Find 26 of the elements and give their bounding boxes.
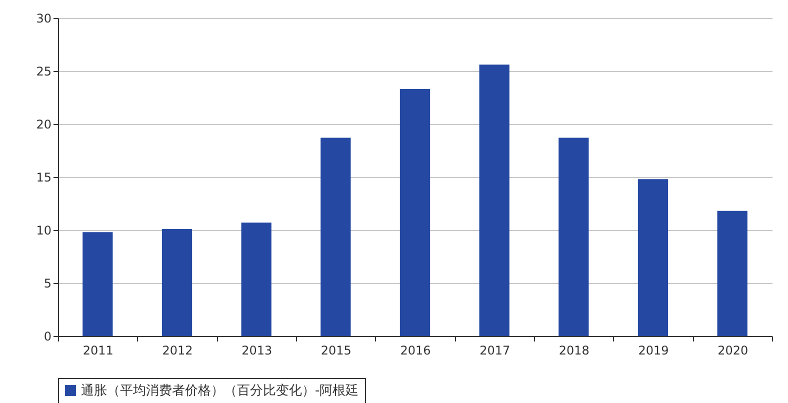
bar <box>400 89 430 336</box>
bar <box>717 210 748 336</box>
y-tick-label: 20 <box>36 118 52 132</box>
y-tick-label: 25 <box>36 64 52 78</box>
x-tick-label: 2019 <box>638 344 669 358</box>
x-tick-label: 2017 <box>480 344 510 358</box>
x-tick-label: 2012 <box>162 344 193 358</box>
bar <box>479 64 510 336</box>
x-tick-label: 2016 <box>400 344 431 358</box>
x-tick-label: 2020 <box>718 344 748 358</box>
bar <box>558 138 589 336</box>
y-tick-label: 30 <box>36 12 52 26</box>
bar <box>82 232 113 336</box>
y-tick-label: 0 <box>44 330 52 344</box>
x-tick-label: 2018 <box>558 344 590 358</box>
y-tick-label: 15 <box>36 170 52 184</box>
legend-label: 通胀（平均消费者价格）（百分比变化）-阿根廷 <box>81 384 359 398</box>
bar <box>320 138 351 336</box>
bar <box>638 179 668 336</box>
y-tick-label: 5 <box>44 276 52 290</box>
bar <box>241 222 272 336</box>
x-tick-label: 2011 <box>82 344 114 358</box>
x-tick-label: 2013 <box>242 344 272 358</box>
y-tick-label: 10 <box>36 224 52 238</box>
bar <box>162 228 192 336</box>
x-tick-label: 2015 <box>320 344 352 358</box>
